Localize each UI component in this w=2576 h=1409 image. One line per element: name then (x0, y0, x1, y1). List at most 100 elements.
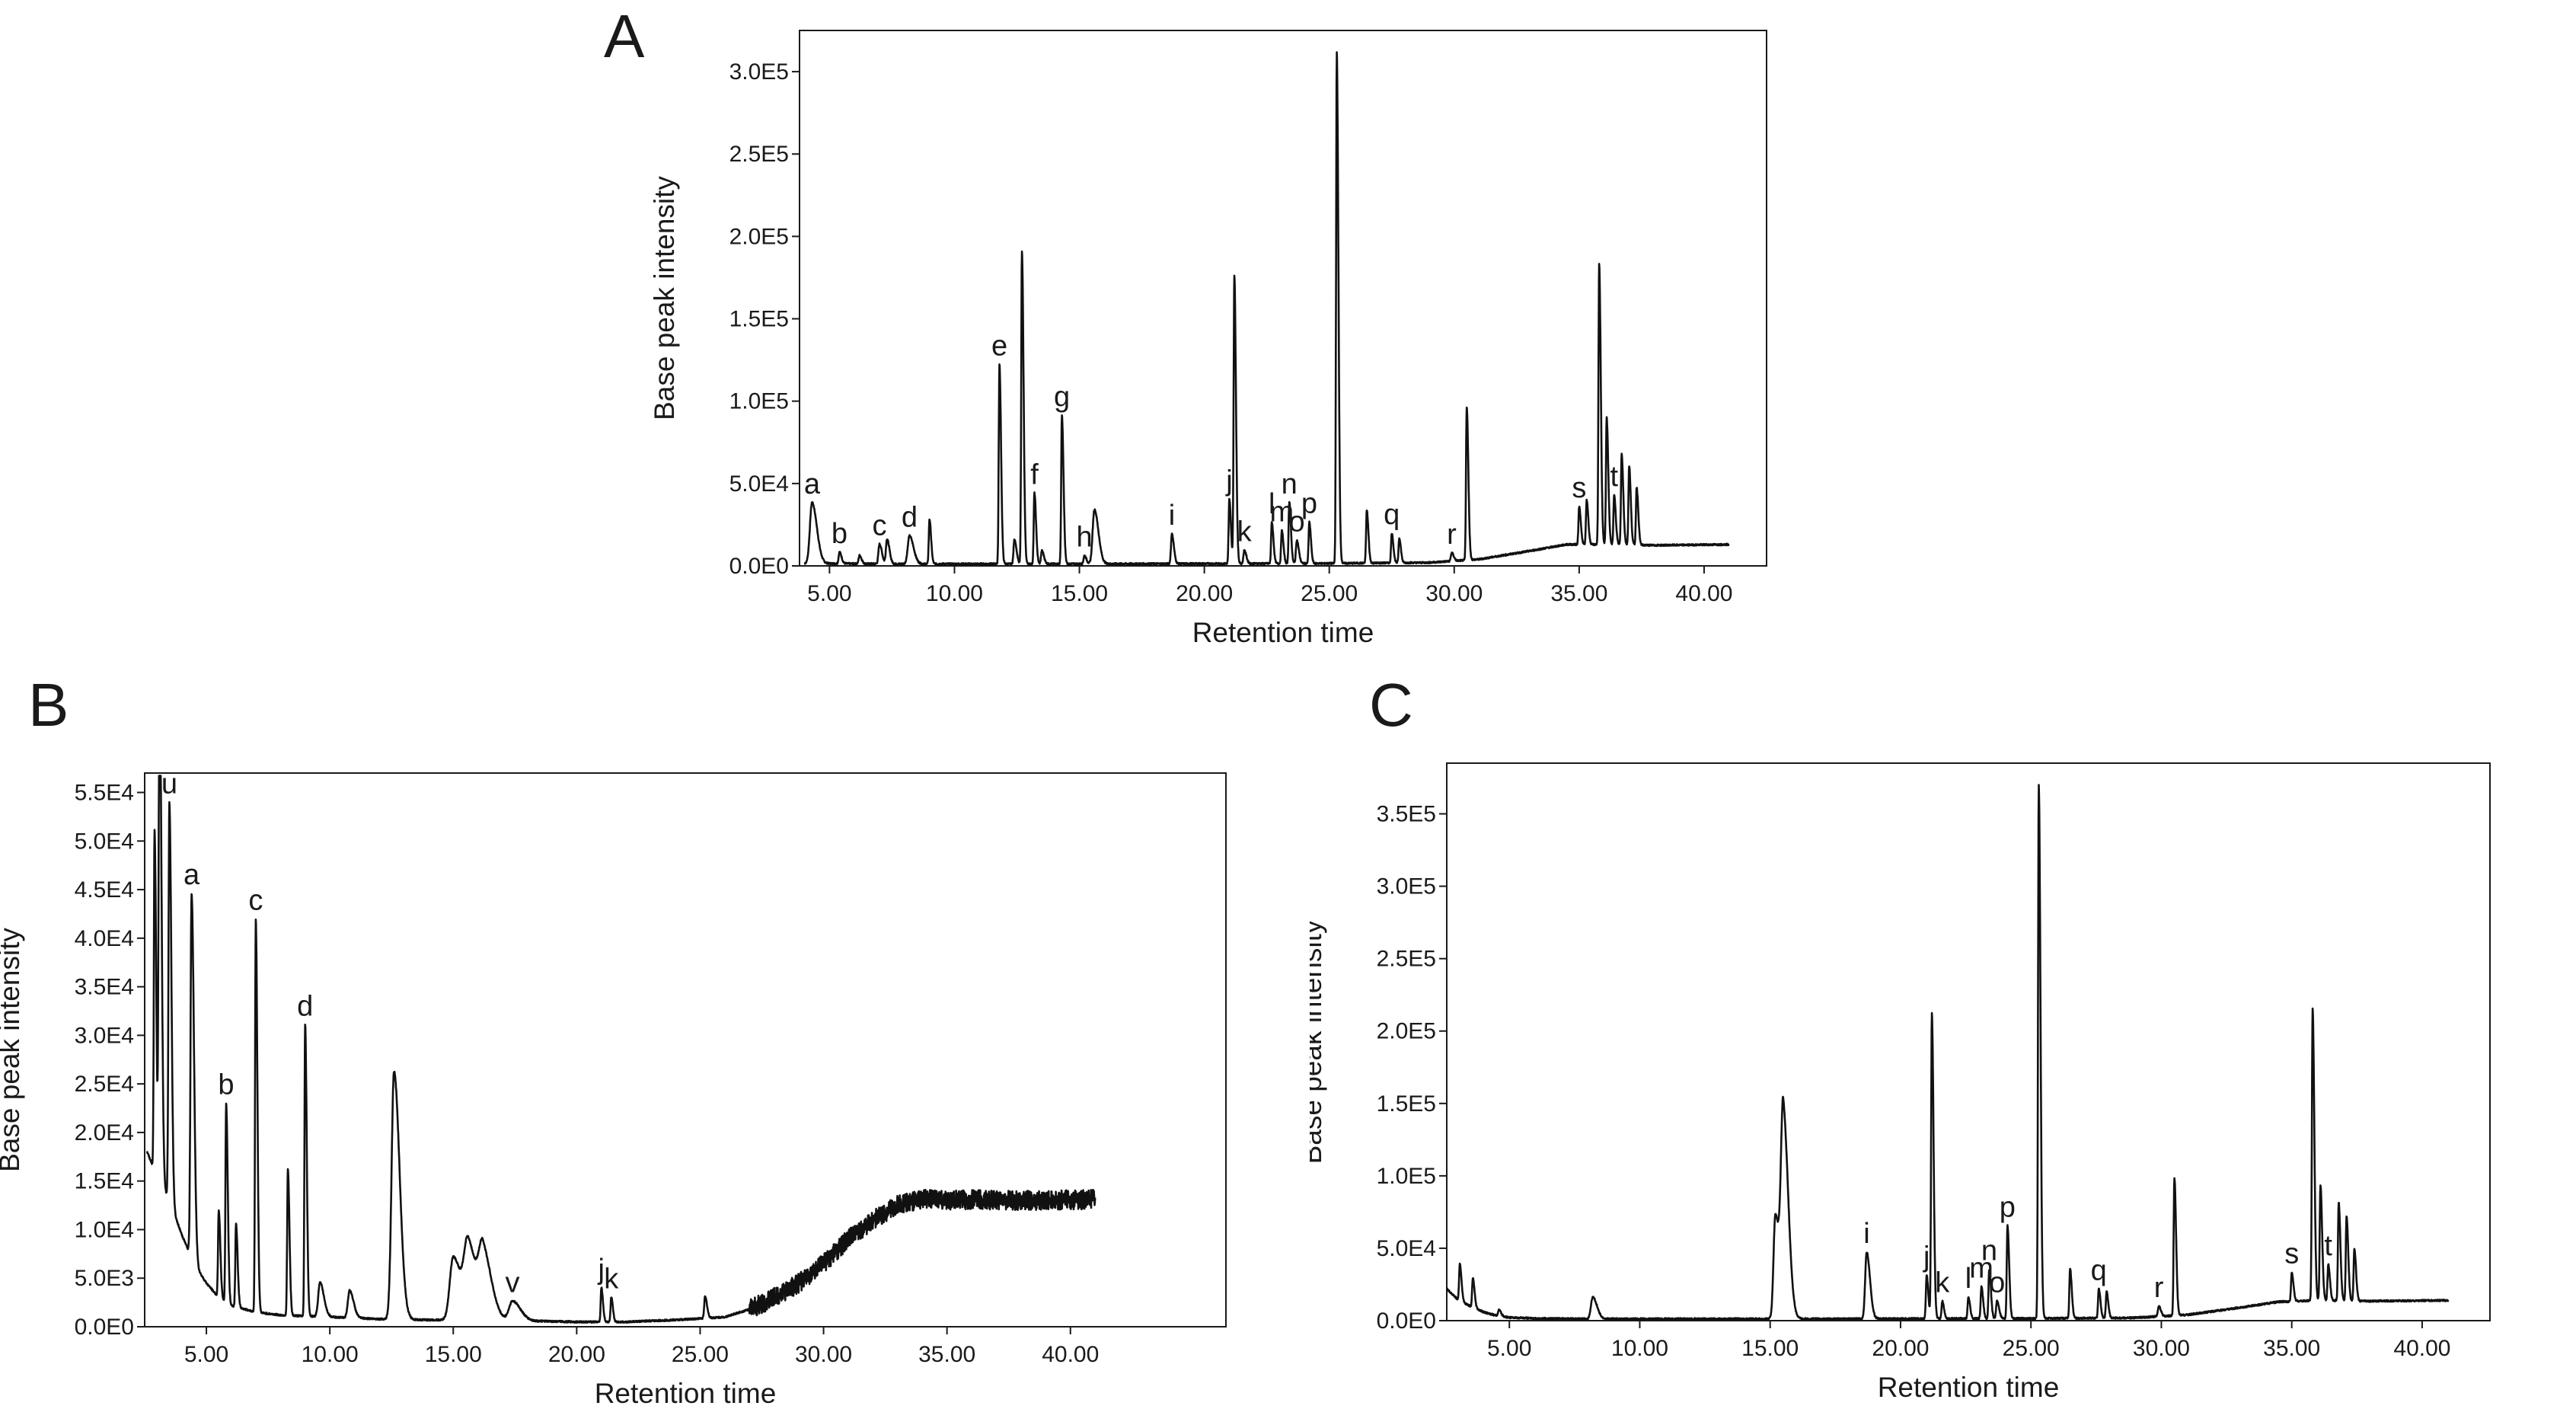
peak-label-l: l (1965, 1263, 1971, 1295)
peak-label-t: t (2324, 1230, 2332, 1262)
y-tick-label: 0.0E0 (729, 554, 789, 579)
y-tick-label: 3.0E5 (1377, 874, 1436, 899)
plot-frame (1446, 762, 2491, 1321)
y-tick-label: 1.5E5 (729, 307, 789, 332)
x-tick-label: 5.00 (184, 1342, 228, 1367)
x-tick-label: 10.00 (302, 1342, 359, 1367)
x-tick-label: 40.00 (1042, 1342, 1099, 1367)
peak-label-t: t (1610, 461, 1619, 493)
peak-label-i: i (1863, 1218, 1869, 1250)
x-tick-label: 20.00 (1176, 581, 1233, 606)
x-tick-label: 30.00 (795, 1342, 852, 1367)
y-tick-label: 2.5E5 (1377, 947, 1436, 972)
peak-label-r: r (2154, 1272, 2164, 1304)
peak-label-m: m (1969, 1252, 1993, 1284)
peak-label-j: j (598, 1254, 605, 1286)
chromatogram-a: 0.0E0 5.0E4 1.0E5 1.5E5 2.0E5 2.5E5 3.0E5 5.00 1… (649, 30, 1767, 648)
peak-label-l: l (1269, 488, 1275, 520)
y-tick-label: 1.5E5 (1377, 1091, 1436, 1117)
peak-label-e: e (991, 331, 1007, 363)
peak-label-d: d (902, 502, 918, 534)
y-tick-label: 2.0E5 (1377, 1019, 1436, 1044)
peak-label-h: h (1077, 522, 1093, 554)
peak-label-o: o (1288, 506, 1304, 538)
y-tick-label: 5.0E4 (75, 829, 134, 854)
x-tick-label: 10.00 (1611, 1336, 1668, 1361)
peak-label-q: q (1384, 499, 1400, 531)
peak-label-v: v (506, 1267, 520, 1299)
peak-label-g: g (1054, 382, 1070, 414)
y-tick-label: 2.0E4 (75, 1120, 134, 1145)
peak-label-b: b (832, 518, 847, 550)
x-axis-title: Retention time (595, 1378, 777, 1405)
x-tick-label: 5.00 (1487, 1336, 1531, 1361)
y-tick-label: 0.0E0 (1377, 1308, 1436, 1334)
y-tick-label: 3.5E5 (1377, 802, 1436, 827)
y-tick-label: 2.5E5 (729, 142, 789, 167)
x-tick-label: 30.00 (1425, 581, 1483, 606)
x-tick-label: 25.00 (2003, 1336, 2060, 1361)
peak-label-q: q (2091, 1255, 2107, 1287)
chromatogram-trace (145, 775, 1096, 1324)
y-tick-label: 1.5E4 (75, 1169, 134, 1194)
x-tick-label: 35.00 (2263, 1336, 2320, 1361)
y-tick-label: 3.0E4 (75, 1023, 134, 1048)
y-tick-label: 5.0E4 (729, 471, 789, 497)
peak-label-f: f (1030, 458, 1039, 490)
y-axis-title: Base peak intensity (1310, 919, 1327, 1164)
x-tick-label: 15.00 (425, 1342, 482, 1367)
x-tick-label: 25.00 (1301, 581, 1358, 606)
x-tick-label: 15.00 (1051, 581, 1108, 606)
y-axis-title: Base peak intensity (649, 176, 680, 420)
y-tick-label: 2.5E4 (75, 1072, 134, 1097)
peak-label-k: k (1935, 1267, 1950, 1299)
y-axis-title: Base peak intensity (0, 928, 25, 1172)
panel-letter-a: A (604, 2, 645, 70)
peak-label-p: p (1301, 488, 1317, 520)
panel-letter-b: B (28, 671, 69, 739)
peak-label-b: b (218, 1069, 234, 1101)
x-tick-label: 30.00 (2133, 1336, 2190, 1361)
plot-frame (799, 30, 1767, 567)
peak-label-s: s (1572, 472, 1586, 504)
y-tick-label: 1.0E4 (75, 1217, 134, 1242)
y-tick-label: 1.0E5 (729, 389, 789, 414)
chromatogram-trace (803, 51, 1730, 566)
peak-label-d: d (297, 990, 313, 1022)
x-axis-title: Retention time (1878, 1372, 2060, 1403)
y-tick-label: 4.5E4 (75, 877, 134, 903)
y-tick-label: 4.0E4 (75, 926, 134, 951)
peak-label-k: k (1237, 516, 1253, 548)
x-tick-label: 35.00 (918, 1342, 975, 1367)
chromatogram-c: 0.0E0 5.0E4 1.0E5 1.5E5 2.0E5 2.5E5 3.0E5 3.5E5… (1310, 762, 2491, 1403)
peak-label-j: j (1225, 465, 1232, 497)
x-tick-label: 40.00 (2393, 1336, 2450, 1361)
peak-label-p: p (2000, 1192, 2016, 1224)
peak-label-n: n (1981, 1235, 1997, 1267)
x-tick-label: 40.00 (1675, 581, 1732, 606)
peak-label-m: m (1270, 497, 1294, 529)
x-tick-label: 20.00 (1872, 1336, 1929, 1361)
x-tick-label: 15.00 (1741, 1336, 1799, 1361)
peak-label-k: k (604, 1264, 619, 1296)
y-tick-label: 1.0E5 (1377, 1164, 1436, 1189)
y-tick-label: 0.0E0 (75, 1315, 134, 1340)
peak-label-c: c (248, 884, 263, 916)
y-tick-label: 3.5E4 (75, 975, 134, 1000)
peak-label-u: u (161, 768, 177, 800)
chromatogram-trace (1445, 784, 2450, 1321)
peak-label-s: s (2284, 1238, 2299, 1270)
peak-label-a: a (804, 468, 821, 500)
y-tick-label: 5.5E4 (75, 781, 134, 806)
peak-label-a: a (184, 859, 200, 891)
x-axis-title: Retention time (1192, 617, 1374, 648)
x-tick-label: 35.00 (1550, 581, 1607, 606)
peak-label-i: i (1169, 500, 1175, 532)
plot-frame (144, 772, 1227, 1328)
y-tick-label: 3.0E5 (729, 59, 789, 85)
chromatogram-b: 0.0E0 5.0E3 1.0E4 1.5E4 2.0E4 2.5E4 3.0E4 3.5E4… (0, 768, 1227, 1405)
x-tick-label: 10.00 (926, 581, 983, 606)
panel-letter-c: C (1369, 671, 1413, 739)
x-tick-label: 25.00 (672, 1342, 729, 1367)
y-tick-label: 5.0E4 (1377, 1236, 1436, 1261)
